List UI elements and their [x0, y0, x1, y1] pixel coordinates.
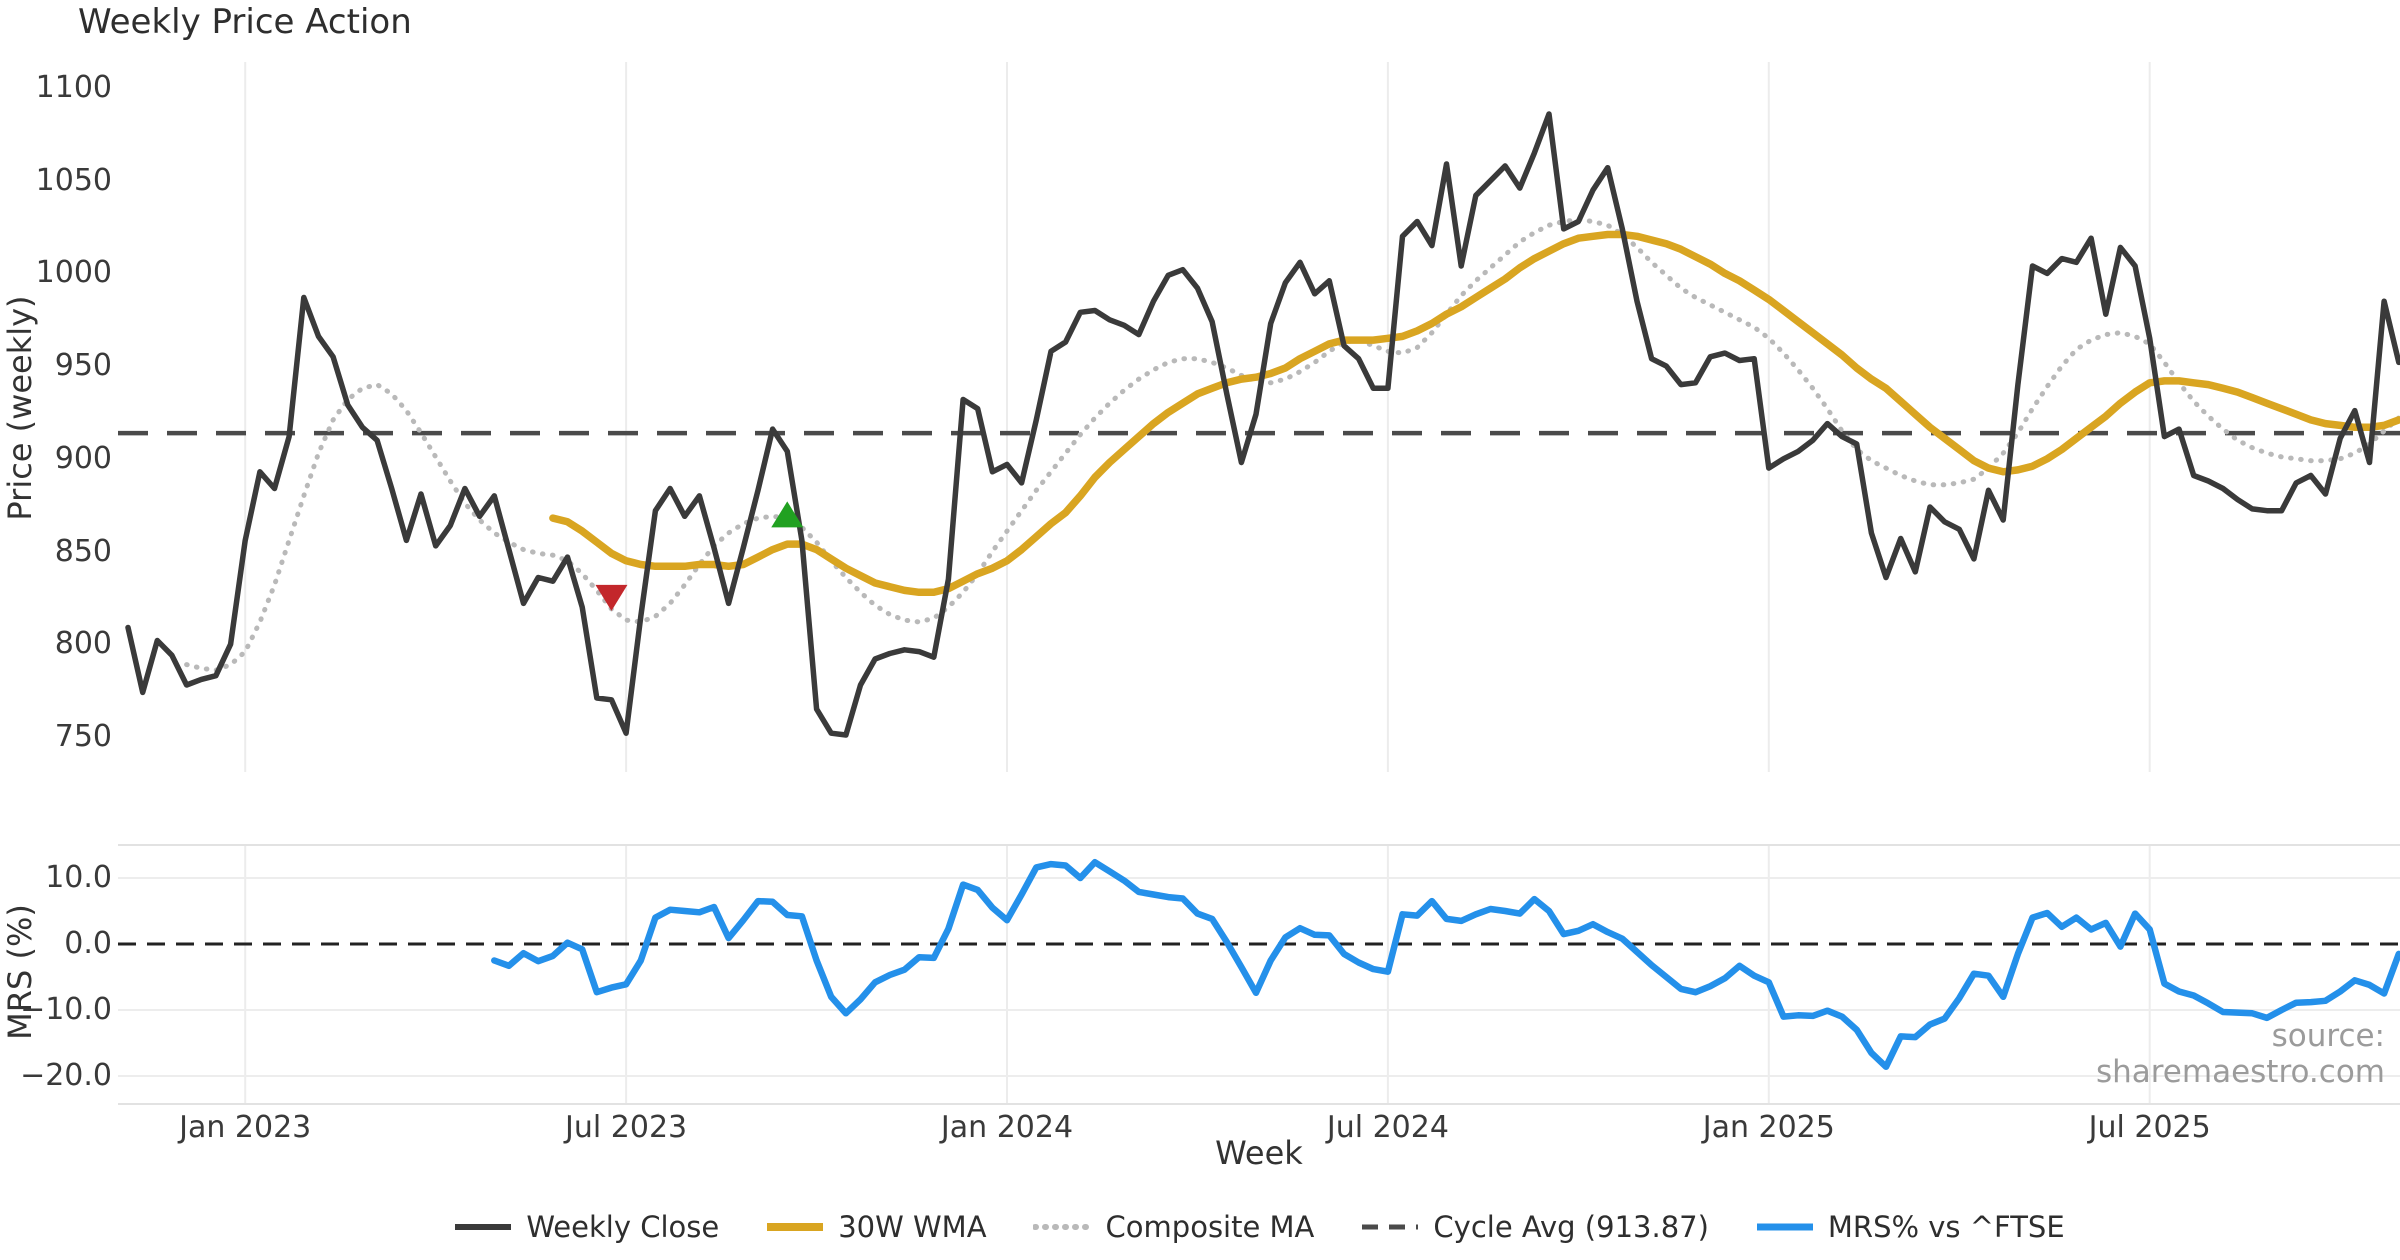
y-tick-label-price: 800: [54, 626, 112, 662]
y-tick-label-price: 850: [54, 533, 112, 569]
x-tick-label: Jul 2023: [565, 1110, 688, 1145]
wma30-line: [549, 230, 2400, 597]
x-tick-label: Jan 2023: [179, 1110, 312, 1145]
x-tick-label: Jan 2024: [940, 1110, 1074, 1145]
x-tick-label: Jan 2025: [1702, 1110, 1835, 1145]
y-tick-label-price: 750: [54, 718, 112, 754]
legend-item: Composite MA: [1032, 1210, 1315, 1244]
sell-signal-marker: [595, 584, 628, 611]
legend-item: 30W WMA: [765, 1210, 987, 1244]
mrs-line: [491, 858, 2400, 1071]
legend-swatch-solid: [767, 1223, 824, 1231]
y-tick-label-price: 950: [54, 348, 112, 384]
source-credit: source: sharemaestro.com: [2095, 1018, 2385, 1090]
legend-label: 30W WMA: [838, 1210, 987, 1244]
buy-signal-marker: [771, 501, 804, 528]
y-tick-label-price: 1050: [35, 162, 112, 198]
legend-label: MRS% vs ^FTSE: [1827, 1210, 2065, 1244]
chart-title: Weekly Price Action: [78, 2, 412, 42]
legend-label: Cycle Avg (913.87): [1433, 1210, 1709, 1244]
legend-swatch-dashed: [1362, 1224, 1419, 1230]
legend-swatch-solid: [1756, 1223, 1813, 1231]
x-tick-label: Jul 2025: [2088, 1110, 2211, 1145]
y-tick-label-price: 1000: [35, 255, 112, 291]
x-tick-label: Jul 2024: [1326, 1110, 1449, 1145]
y-tick-label-mrs: 10.0: [45, 860, 112, 895]
legend-item: Weekly Close: [453, 1210, 719, 1244]
y-tick-label-mrs: 0.0: [64, 926, 112, 961]
composite-ma-line: [184, 217, 2400, 673]
legend-label: Weekly Close: [526, 1210, 720, 1244]
y-tick-label-price: 1100: [35, 70, 112, 105]
legend-label: Composite MA: [1105, 1210, 1315, 1244]
x-axis-label: Week: [1215, 1134, 1303, 1172]
y-tick-label-mrs: −20.0: [20, 1058, 112, 1093]
y-tick-label-mrs: −10.0: [20, 992, 112, 1027]
legend: Weekly Close 30W WMA Composite MA Cycle Avg…: [118, 1210, 2400, 1244]
legend-swatch-dotted: [1032, 1224, 1093, 1230]
weekly-close-line: [125, 111, 2400, 738]
legend-swatch-solid: [455, 1224, 512, 1230]
y-tick-label-price: 900: [54, 440, 112, 476]
legend-item: Cycle Avg (913.87): [1360, 1210, 1709, 1244]
legend-item: MRS% vs ^FTSE: [1755, 1210, 2065, 1244]
